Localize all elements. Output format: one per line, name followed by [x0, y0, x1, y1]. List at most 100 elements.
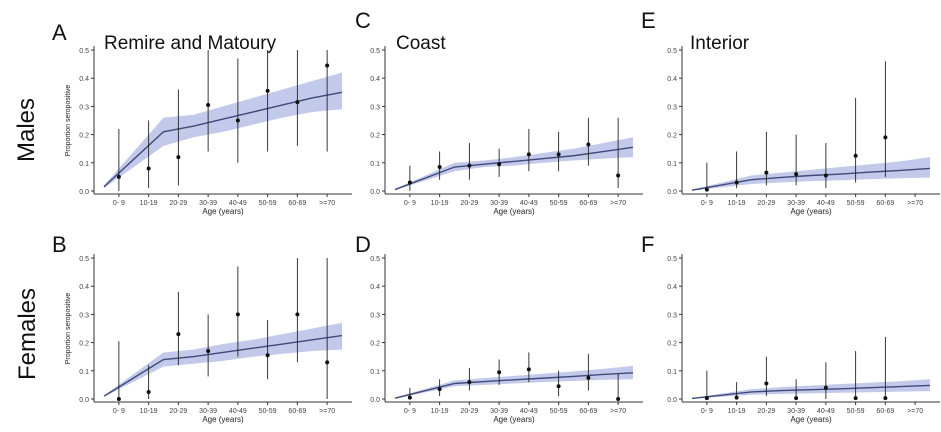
- data-point: [497, 162, 502, 167]
- x-tick-label: 50-59: [259, 200, 277, 207]
- data-point: [146, 166, 151, 171]
- y-tick-label: 0.3: [79, 104, 89, 111]
- x-tick-label: >=70: [907, 408, 923, 415]
- model-ci-band: [104, 322, 342, 397]
- y-tick-label: 0.4: [667, 76, 677, 83]
- x-tick-label: 30-39: [199, 200, 217, 207]
- x-axis-label: Age (years): [202, 415, 244, 424]
- x-tick-label: 30-39: [490, 200, 508, 207]
- y-tick-label: 0.3: [667, 312, 677, 319]
- data-point: [734, 180, 739, 185]
- x-axis-label: Age (years): [202, 207, 244, 216]
- data-point: [794, 172, 799, 177]
- x-tick-label: 40-49: [229, 408, 247, 415]
- y-tick-label: 0.5: [667, 256, 677, 263]
- data-point: [146, 389, 151, 394]
- y-tick-label: 0.1: [79, 369, 89, 376]
- y-tick-label: 0.2: [79, 341, 89, 348]
- panel-letter-d: D: [355, 232, 371, 257]
- x-axis-label: Age (years): [493, 415, 535, 424]
- x-tick-label: 60-69: [288, 200, 306, 207]
- data-point: [116, 174, 121, 179]
- data-point: [497, 370, 502, 375]
- data-point: [235, 118, 240, 123]
- y-tick-label: 0.0: [370, 397, 380, 404]
- x-tick-label: >=70: [610, 200, 626, 207]
- y-tick-label: 0.0: [370, 189, 380, 196]
- row-label-males: Males: [13, 97, 40, 163]
- x-tick-label: 50-59: [847, 408, 865, 415]
- data-point: [586, 375, 591, 380]
- data-point: [556, 152, 561, 157]
- x-tick-label: >=70: [319, 200, 335, 207]
- x-tick-label: >=70: [319, 408, 335, 415]
- y-tick-label: 0.0: [79, 189, 89, 196]
- x-tick-label: 60-69: [579, 200, 597, 207]
- x-tick-label: 50-59: [847, 200, 865, 207]
- y-tick-label: 0.0: [79, 397, 89, 404]
- data-point: [823, 385, 828, 390]
- x-tick-label: 30-39: [787, 408, 805, 415]
- x-tick-label: 20-29: [757, 408, 775, 415]
- x-axis-label: Age (years): [790, 207, 832, 216]
- panel-title: Interior: [690, 33, 750, 54]
- data-point: [764, 170, 769, 175]
- y-tick-label: 0.4: [370, 76, 380, 83]
- x-tick-label: >=70: [907, 200, 923, 207]
- y-tick-label: 0.1: [370, 369, 380, 376]
- data-point: [176, 155, 181, 160]
- x-tick-label: 10-19: [431, 408, 449, 415]
- x-tick-label: 40-49: [520, 200, 538, 207]
- data-point: [704, 396, 709, 401]
- data-point: [295, 100, 300, 105]
- data-point: [206, 102, 211, 107]
- x-tick-label: 40-49: [229, 200, 247, 207]
- y-tick-label: 0.5: [370, 48, 380, 55]
- data-point: [853, 396, 858, 401]
- x-tick-label: 10-19: [728, 200, 746, 207]
- y-tick-label: 0.1: [667, 161, 677, 168]
- y-tick-label: 0.4: [79, 284, 89, 291]
- x-tick-label: 20-29: [460, 408, 478, 415]
- y-tick-label: 0.5: [667, 48, 677, 55]
- panel-title: Coast: [396, 33, 446, 54]
- y-tick-label: 0.2: [667, 133, 677, 140]
- model-ci-band: [395, 365, 633, 399]
- row-label-females: Females: [14, 287, 41, 381]
- data-point: [883, 396, 888, 401]
- y-tick-label: 0.1: [370, 161, 380, 168]
- y-tick-label: 0.5: [79, 256, 89, 263]
- x-tick-label: 60-69: [876, 408, 894, 415]
- y-axis-label: Proportion seropositive: [65, 293, 72, 365]
- data-point: [325, 63, 330, 68]
- x-tick-label: 20-29: [757, 200, 775, 207]
- x-tick-label: 40-49: [817, 200, 835, 207]
- data-point: [206, 349, 211, 354]
- y-tick-label: 0.4: [370, 284, 380, 291]
- data-point: [407, 395, 412, 400]
- data-point: [556, 384, 561, 389]
- model-ci-band: [692, 157, 930, 191]
- y-tick-label: 0.0: [667, 397, 677, 404]
- x-tick-label: 40-49: [520, 408, 538, 415]
- x-tick-label: 0- 9: [113, 200, 125, 207]
- y-tick-label: 0.3: [667, 104, 677, 111]
- data-point: [437, 387, 442, 392]
- data-point: [794, 396, 799, 401]
- y-tick-label: 0.3: [370, 312, 380, 319]
- data-point: [265, 353, 270, 358]
- data-point: [265, 88, 270, 93]
- data-point: [437, 165, 442, 170]
- y-axis-label: Proportion seropositive: [65, 85, 72, 157]
- x-tick-label: 0- 9: [701, 408, 713, 415]
- x-tick-label: 30-39: [199, 408, 217, 415]
- data-point: [616, 397, 621, 401]
- y-tick-label: 0.5: [79, 48, 89, 55]
- x-tick-label: 10-19: [140, 200, 158, 207]
- model-ci-band: [692, 379, 930, 399]
- y-tick-label: 0.5: [370, 256, 380, 263]
- x-tick-label: >=70: [610, 408, 626, 415]
- data-point: [235, 312, 240, 317]
- x-axis-label: Age (years): [493, 207, 535, 216]
- x-axis-label: Age (years): [790, 415, 832, 424]
